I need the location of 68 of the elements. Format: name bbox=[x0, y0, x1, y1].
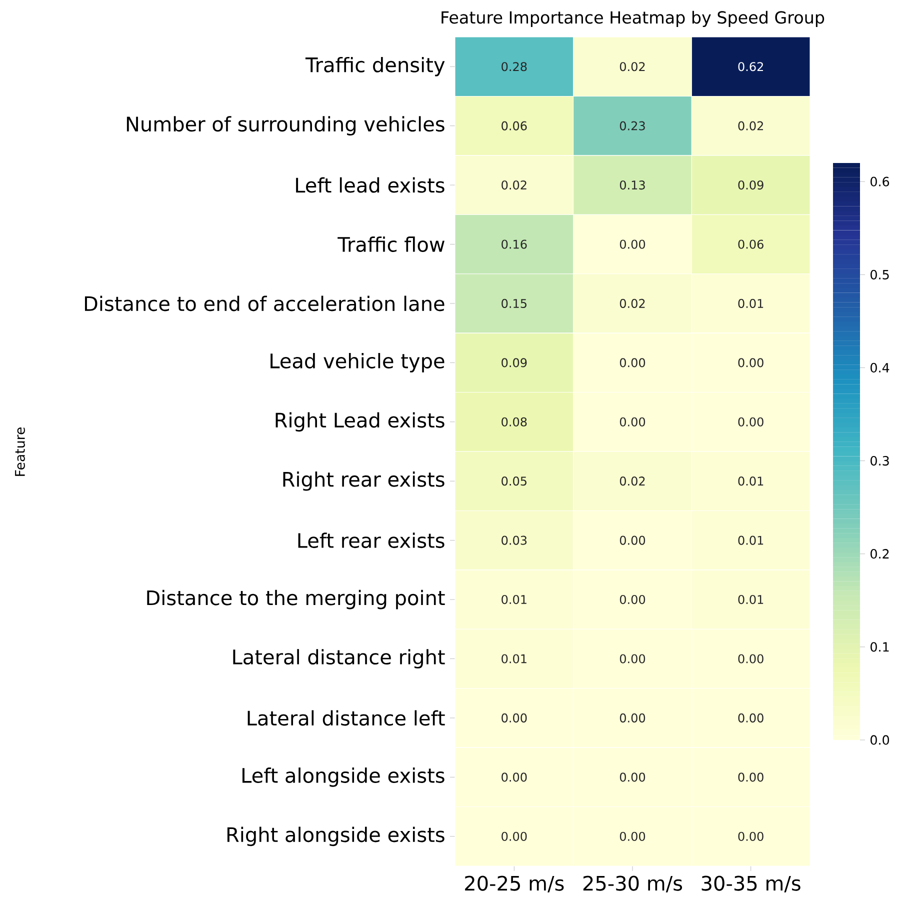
color-bar-label: 0.0 bbox=[870, 735, 890, 745]
data-label: 0.00 bbox=[738, 832, 764, 841]
y-tick-label: Left rear exists bbox=[298, 532, 444, 548]
chart-title: Feature Importance Heatmap by Speed Group bbox=[442, 10, 824, 27]
y-tick-label: Lateral distance left bbox=[248, 710, 445, 726]
data-label: 0.08 bbox=[502, 417, 527, 426]
data-label: 0.00 bbox=[502, 772, 527, 782]
data-label: 0.00 bbox=[738, 417, 764, 426]
color-bar-label: 0.5 bbox=[870, 270, 889, 280]
color-bar-label: 0.6 bbox=[870, 176, 890, 186]
y-tick-label: Right Lead exists bbox=[276, 412, 444, 432]
data-label: 0.06 bbox=[738, 240, 764, 249]
y-tick-label: Left lead exists bbox=[296, 177, 444, 193]
data-label: 0.00 bbox=[620, 713, 646, 722]
data-label: 0.01 bbox=[738, 298, 764, 308]
data-label: 0.00 bbox=[502, 832, 527, 841]
data-label: 0.00 bbox=[620, 536, 646, 545]
data-label: 0.09 bbox=[738, 180, 764, 190]
data-label: 0.13 bbox=[620, 180, 645, 190]
data-label: 0.00 bbox=[620, 358, 646, 368]
data-label: 0.00 bbox=[620, 594, 646, 604]
data-label: 0.00 bbox=[738, 358, 764, 368]
x-tick-label: 20-25 m/s bbox=[465, 876, 564, 892]
color-bar-label: 0.2 bbox=[870, 549, 889, 559]
data-label: 0.01 bbox=[738, 536, 764, 545]
x-tick-label: 30-35 m/s bbox=[702, 876, 800, 892]
data-label: 0.23 bbox=[620, 121, 645, 130]
data-label: 0.00 bbox=[738, 654, 764, 664]
y-tick-label: Right rear exists bbox=[283, 471, 444, 491]
data-label: 0.00 bbox=[620, 417, 646, 426]
x-tick-label: 25-30 m/s bbox=[583, 876, 682, 892]
data-label: 0.02 bbox=[620, 298, 645, 308]
data-label: 0.28 bbox=[502, 62, 527, 72]
data-label: 0.00 bbox=[502, 713, 527, 722]
y-tick-label: Lateral distance right bbox=[233, 649, 445, 668]
data-label: 0.01 bbox=[502, 594, 526, 604]
y-tick-label: Left alongside exists bbox=[242, 768, 444, 787]
data-label: 0.00 bbox=[620, 772, 646, 782]
data-label: 0.02 bbox=[738, 121, 763, 130]
data-label: 0.01 bbox=[738, 476, 764, 486]
data-label: 0.00 bbox=[620, 240, 646, 249]
data-label: 0.00 bbox=[620, 832, 646, 841]
y-tick-label: Number of surrounding vehicles bbox=[126, 116, 444, 136]
data-label: 0.02 bbox=[502, 180, 526, 190]
y-axis-title: Feature bbox=[15, 427, 25, 476]
data-label: 0.01 bbox=[502, 654, 526, 664]
data-label: 0.05 bbox=[502, 476, 526, 486]
data-label: 0.16 bbox=[502, 240, 527, 249]
y-tick-label: Distance to the merging point bbox=[147, 590, 445, 610]
data-label: 0.03 bbox=[502, 536, 527, 545]
y-tick-label: Traffic flow bbox=[338, 236, 444, 252]
data-label: 0.62 bbox=[738, 62, 763, 72]
data-label: 0.09 bbox=[502, 358, 527, 368]
y-tick-label: Lead vehicle type bbox=[270, 353, 444, 372]
data-label: 0.02 bbox=[620, 62, 645, 72]
color-bar-label: 0.4 bbox=[870, 362, 890, 373]
data-label: 0.15 bbox=[502, 298, 526, 308]
data-label: 0.00 bbox=[738, 713, 764, 722]
data-label: 0.02 bbox=[620, 476, 645, 486]
data-label: 0.00 bbox=[620, 654, 646, 664]
data-label: 0.00 bbox=[738, 772, 764, 782]
y-tick-label: Traffic density bbox=[305, 56, 445, 76]
color-bar-label: 0.1 bbox=[870, 642, 889, 652]
data-label: 0.06 bbox=[502, 121, 527, 130]
y-tick-label: Right alongside exists bbox=[227, 826, 444, 846]
color-bar-label: 0.3 bbox=[870, 456, 889, 466]
y-tick-label: Distance to end of acceleration lane bbox=[84, 296, 444, 312]
data-label: 0.01 bbox=[738, 594, 764, 604]
